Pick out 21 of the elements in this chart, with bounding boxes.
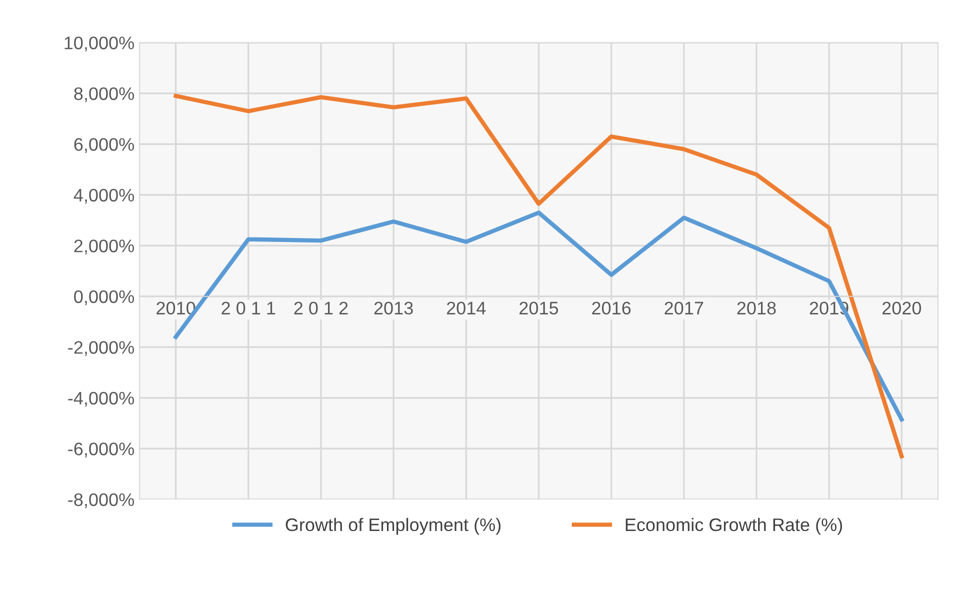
y-tick-label: 4,000% (74, 188, 134, 204)
x-tick-label: 2014 (446, 302, 486, 315)
x-tick-label: 2013 (374, 302, 413, 315)
x-tick-label: 2015 (520, 302, 558, 315)
y-tick-label: -4,000% (68, 392, 134, 407)
y-tick-label: 8,000% (74, 87, 134, 102)
x-tick-label: 2018 (737, 302, 776, 315)
y-tick-label: 2,000% (74, 240, 134, 254)
legend-label: Economic Growth Rate (%) (626, 518, 842, 535)
y-tick-label: -8,000% (68, 493, 134, 508)
x-tick-label: 2016 (592, 302, 631, 315)
x-tick-label: 2020 (882, 302, 922, 315)
x-tick-label: 2 0 1 1 (222, 302, 276, 315)
x-tick-label: 2017 (664, 302, 704, 315)
y-tick-label: 0,000% (74, 290, 134, 306)
y-tick-label: 6,000% (74, 138, 134, 153)
legend-label: Growth of Employment (%) (286, 518, 500, 535)
y-tick-label: -6,000% (68, 442, 134, 458)
x-tick-label: 2 0 1 2 (294, 302, 348, 315)
y-tick-label: -2,000% (68, 341, 134, 356)
y-tick-label: 10,000% (64, 36, 134, 52)
